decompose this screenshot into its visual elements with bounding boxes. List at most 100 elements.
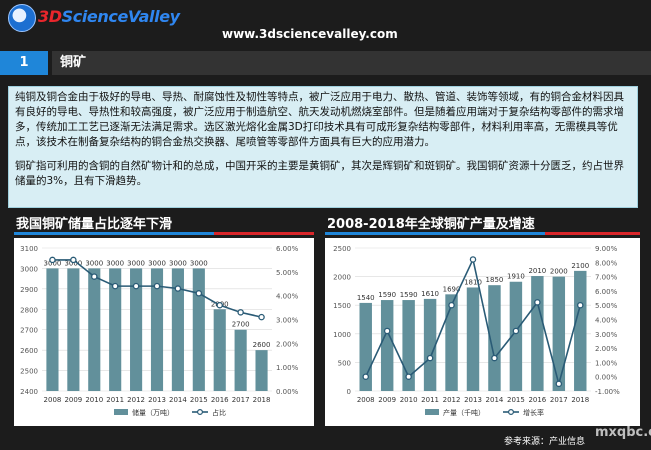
chart1-bar-label: 3000 <box>44 259 62 267</box>
chart2-legend-line-marker <box>508 409 515 416</box>
chart1-x-tick: 2010 <box>85 396 103 404</box>
chart2-bar-label: 2100 <box>571 262 589 270</box>
chart1-line-point <box>49 256 56 264</box>
chart1-svg: 3100 3000 2900 2800 2700 2600 2500 2400 6.00% 5.0… <box>20 245 299 417</box>
chart1-y-left-tick: 2700 <box>20 327 38 335</box>
chart2-y-right-tick: 7.00% <box>595 274 618 282</box>
chart2-y-left-tick: 0 <box>347 388 351 396</box>
chart2-x-tick: 2012 <box>443 396 461 404</box>
chart2-x-tick: 2017 <box>550 396 568 404</box>
chart2-bar-label: 1590 <box>400 291 418 299</box>
chart1-y-right-tick: 5.00% <box>276 269 299 277</box>
chart2-x-tick: 2013 <box>464 396 482 404</box>
chart1-bar <box>67 268 80 391</box>
chart2-line-point <box>405 373 412 380</box>
chart1-y-left-tick: 2500 <box>20 368 38 376</box>
chart1-bar <box>192 268 205 391</box>
chart2-y-left-tick: 1500 <box>333 302 351 310</box>
chart2-y-left-tick: 500 <box>338 359 351 367</box>
section-title: 铜矿 <box>52 51 651 75</box>
chart1-bar <box>255 350 268 391</box>
chart1-bar-label: 3000 <box>106 259 124 267</box>
chart1-x-tick: 2009 <box>64 396 82 404</box>
chart1-line-point <box>132 282 140 290</box>
chart1-y-left-tick: 2600 <box>20 347 38 355</box>
globe-icon <box>8 4 36 32</box>
chart1-bar-label: 2600 <box>253 341 271 349</box>
chart1-legend-bar-swatch <box>114 409 128 415</box>
source-note: 参考来源：产业信息 <box>504 437 586 447</box>
chart2-y-left-tick: 2000 <box>333 274 351 282</box>
chart1-line-point <box>237 309 244 316</box>
chart1-line-point <box>111 282 119 290</box>
chart1-y-left-tick: 2800 <box>20 306 38 314</box>
section-number: 1 <box>0 51 48 75</box>
chart1-bar <box>130 268 143 391</box>
chart2-y-left-tick: 1000 <box>333 331 351 339</box>
chart2-bar <box>509 281 523 391</box>
chart1-bar <box>46 268 59 391</box>
chart2-line-point <box>362 373 369 380</box>
chart1-x-tick: 2012 <box>127 396 145 404</box>
chart2-y-right-tick: -1.00% <box>595 388 620 396</box>
chart1-y-right-tick: 2.00% <box>276 340 299 348</box>
chart1-x-tick: 2018 <box>253 396 271 404</box>
chart2-bar-label: 2010 <box>528 267 546 275</box>
chart1-x-tick: 2017 <box>232 396 250 404</box>
chart2-bar-label: 2000 <box>550 268 568 276</box>
chart1-legend-bar-label: 储量（万吨） <box>132 408 174 417</box>
chart2-line-point <box>383 327 391 335</box>
chart2-x-tick: 2016 <box>528 396 546 404</box>
chart1-bar-label: 3000 <box>127 259 145 267</box>
chart1-y-right-tick: 3.00% <box>276 317 299 325</box>
chart2-legend-line-label: 增长率 <box>523 408 544 417</box>
brand-logo: 3DScienceValley <box>8 4 180 32</box>
chart1-line-point <box>153 282 161 290</box>
chart2-bar-label: 1590 <box>378 291 396 299</box>
intro-paragraph-1: 纯铜及铜合金由于极好的导电、导热、耐腐蚀性及韧性等特点，被广泛应用于电力、散热、… <box>15 91 624 148</box>
chart1-underline-blue <box>14 232 214 235</box>
chart1-bar-label: 3000 <box>64 259 82 267</box>
chart2-bar <box>552 276 566 391</box>
chart1-line-point <box>258 313 265 321</box>
chart2-y-right-tick: 5.00% <box>595 302 618 310</box>
chart2-y-right-tick: 6.00% <box>595 288 618 296</box>
chart1-y-right-tick: 4.00% <box>276 293 299 301</box>
chart1-y-right-tick: 0.00% <box>276 388 299 396</box>
chart2-underline-red <box>545 232 640 235</box>
logo-text-prefix: 3D <box>38 7 62 26</box>
chart2-bar <box>531 276 544 391</box>
chart1-underline-red <box>214 232 314 235</box>
chart1-x-tick: 2016 <box>211 396 229 404</box>
chart1-line-point <box>70 256 77 264</box>
chart2-y-right-tick: 2.00% <box>595 345 618 353</box>
chart1-bar <box>234 329 247 391</box>
chart2-bar-label: 1810 <box>464 278 482 286</box>
chart2-underline-blue <box>325 232 545 235</box>
chart2-title: 2008-2018年全球铜矿产量及增速 <box>327 217 535 232</box>
site-url: www.3dsciencevalley.com <box>222 27 398 41</box>
chart1-bar-label: 3000 <box>169 259 187 267</box>
chart1-panel: 3100 3000 2900 2800 2700 2600 2500 2400 6.00% 5.0… <box>14 238 314 426</box>
chart1-bar <box>150 268 164 391</box>
chart2-line-point <box>469 256 477 263</box>
chart1-bar <box>213 309 226 391</box>
chart2-x-tick: 2018 <box>571 396 589 404</box>
chart2-bar-label: 1690 <box>443 285 461 293</box>
chart1-x-tick: 2014 <box>169 396 187 404</box>
chart1-bar-label: 3000 <box>85 259 103 267</box>
chart2-y-right-tick: 3.00% <box>595 331 618 339</box>
chart1-line-point <box>195 290 203 297</box>
chart1-y-left-tick: 2400 <box>20 388 38 396</box>
chart2-x-tick: 2008 <box>357 396 375 404</box>
chart2-x-tick: 2009 <box>378 396 396 404</box>
chart2-legend-bar-label: 产量（千吨） <box>443 408 485 417</box>
chart2-legend-bar-swatch <box>425 409 439 415</box>
chart2-bar-label: 1850 <box>486 276 504 284</box>
chart1-line-point <box>91 273 98 280</box>
chart2-y-right-tick: 1.00% <box>595 359 618 367</box>
chart2-y-right-tick: 0.00% <box>595 374 618 382</box>
chart1-bar <box>88 268 101 391</box>
chart1-bar <box>171 268 184 391</box>
chart2-bar-label: 1610 <box>421 290 439 298</box>
